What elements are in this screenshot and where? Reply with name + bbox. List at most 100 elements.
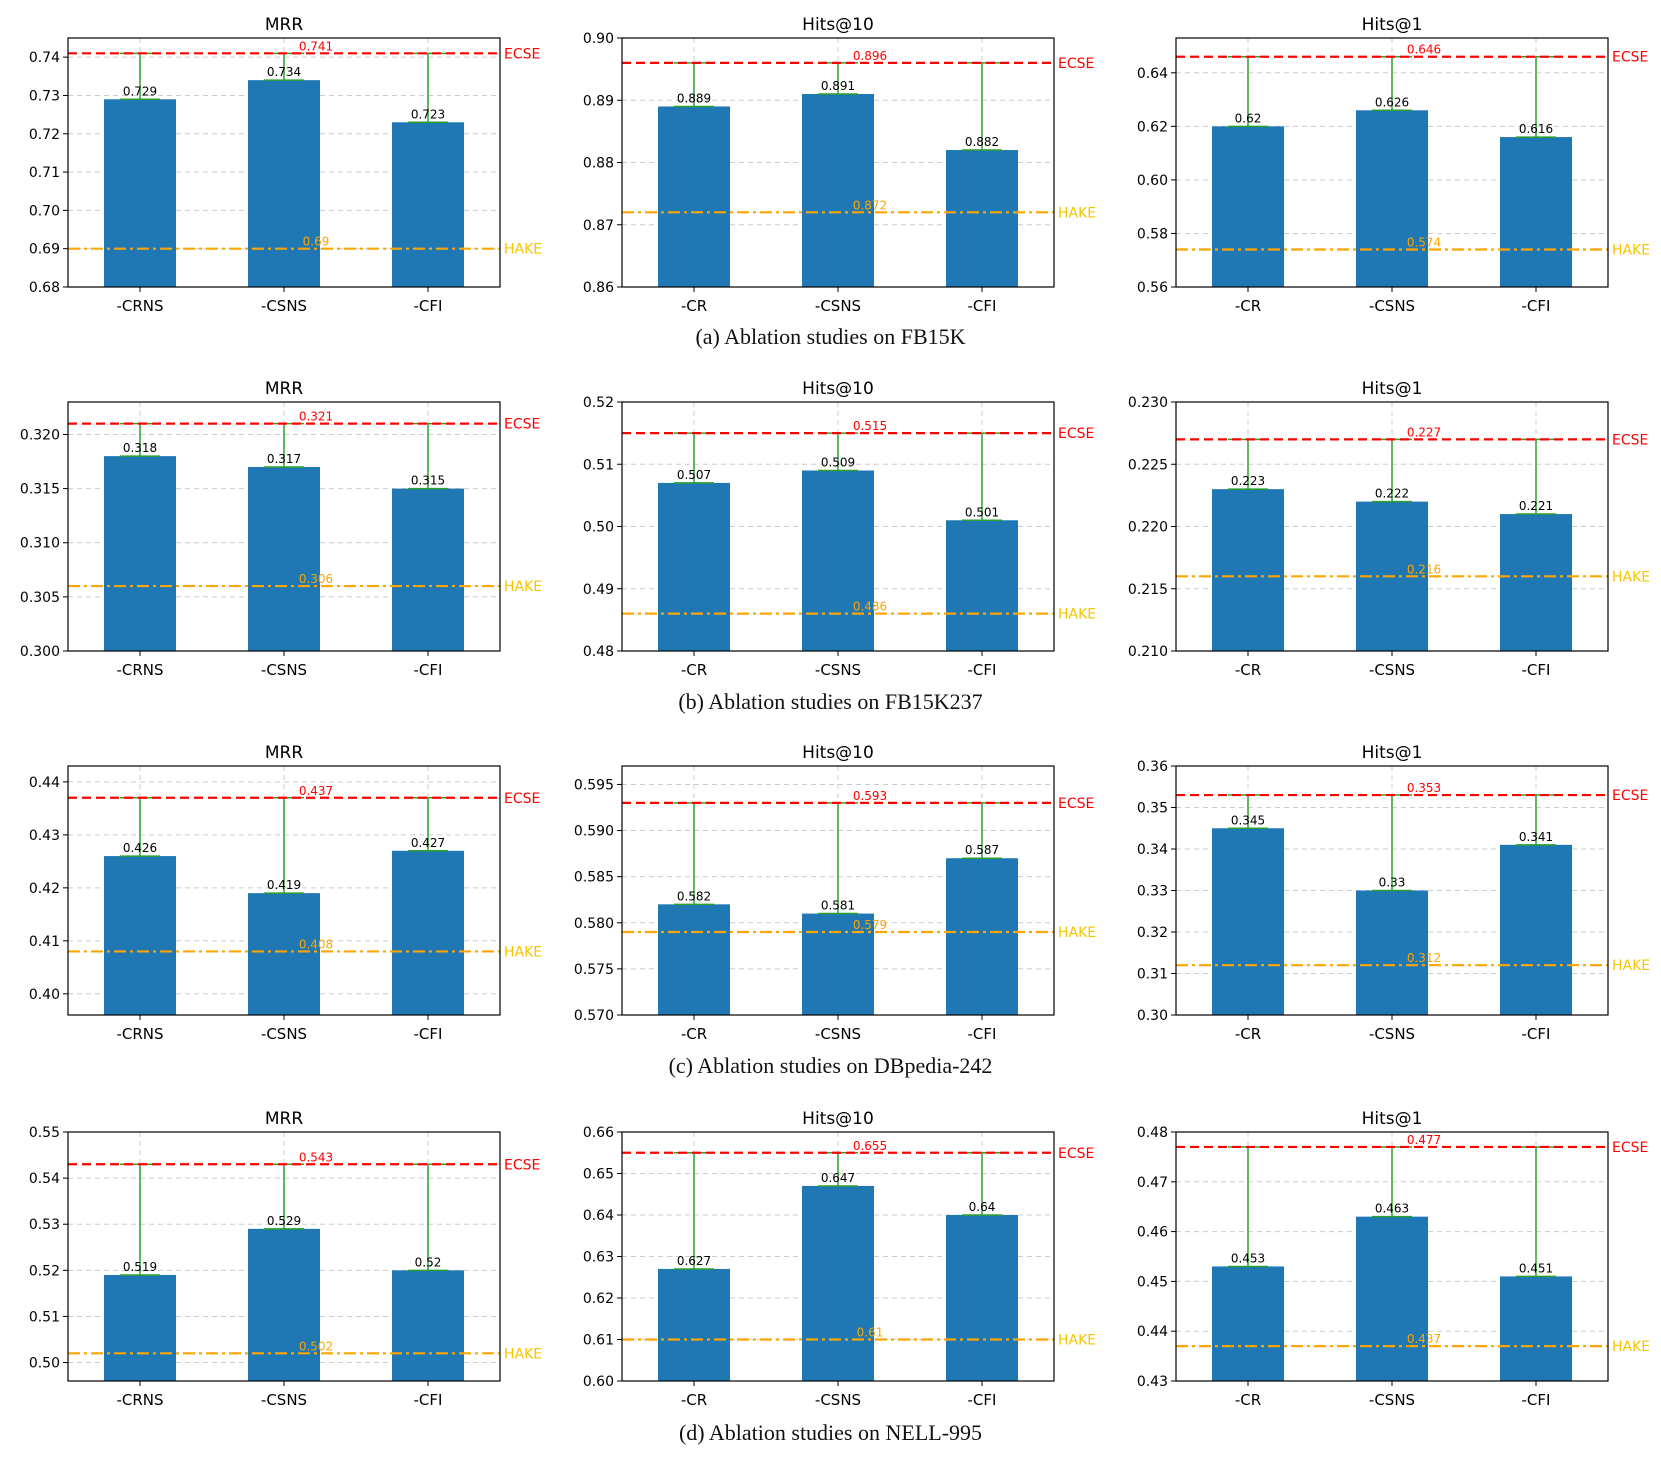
chart-8-y-tick-label: 0.575 — [574, 962, 614, 978]
chart-6-hake-value-label: 0.216 — [1407, 562, 1441, 576]
chart-1-bar-3 — [392, 122, 464, 288]
chart-4-bar-3 — [392, 488, 464, 651]
chart-5-title: Hits@10 — [802, 379, 874, 399]
chart-8-x-tick-label-1: -CR — [681, 1025, 707, 1043]
chart-11-y-tick-label: 0.61 — [583, 1333, 614, 1349]
caption-fb15k237: (b) Ablation studies on FB15K237 — [678, 689, 983, 714]
chart-5-bar-2 — [802, 470, 874, 651]
chart-2-bar-value-label-1: 0.889 — [677, 91, 711, 105]
chart-10-ecse-value-label: 0.543 — [299, 1150, 333, 1164]
chart-10-bar-2 — [248, 1228, 320, 1381]
chart-11-x-tick-label-3: -CFI — [968, 1391, 997, 1409]
chart-8-bar-value-label-2: 0.581 — [821, 899, 855, 913]
chart-3-bar-1 — [1212, 126, 1284, 288]
chart-3-ecse-value-label: 0.646 — [1407, 43, 1441, 57]
chart-7-y-tick-label: 0.44 — [29, 775, 60, 791]
chart-9-bar-value-label-1: 0.345 — [1231, 813, 1265, 827]
chart-1-y-tick-label: 0.72 — [29, 127, 60, 143]
caption-fb15k: (a) Ablation studies on FB15K — [695, 324, 966, 349]
chart-9-y-tick-label: 0.34 — [1137, 842, 1168, 858]
chart-9-x-tick-label-1: -CR — [1235, 1025, 1261, 1043]
chart-12-y-tick-label: 0.43 — [1137, 1374, 1168, 1390]
chart-11-bar-value-label-3: 0.64 — [969, 1200, 996, 1214]
chart-3-x-tick-label-3: -CFI — [1522, 297, 1551, 315]
chart-8-ecse-line-label: ECSE — [1058, 796, 1094, 812]
chart-8-hake-value-label: 0.579 — [853, 918, 887, 932]
chart-4-bar-value-label-3: 0.315 — [411, 474, 445, 488]
chart-10-y-tick-label: 0.51 — [29, 1309, 60, 1325]
chart-2-y-tick-label: 0.89 — [583, 93, 614, 109]
chart-7-bar-value-label-3: 0.427 — [411, 836, 445, 850]
chart-8-bar-3 — [946, 858, 1018, 1015]
chart-6-ecse-line-label: ECSE — [1612, 432, 1648, 448]
chart-12-y-tick-label: 0.48 — [1137, 1125, 1168, 1141]
chart-11-bar-value-label-2: 0.647 — [821, 1171, 855, 1185]
chart-8-y-tick-label: 0.585 — [574, 870, 614, 886]
chart-11-bar-2 — [802, 1185, 874, 1381]
chart-2-x-tick-label-1: -CR — [681, 297, 707, 315]
chart-4-x-tick-label-3: -CFI — [414, 661, 443, 679]
chart-11-bar-value-label-1: 0.627 — [677, 1254, 711, 1268]
chart-1-y-tick-label: 0.69 — [29, 242, 60, 258]
chart-5-hake-line-label: HAKE — [1058, 607, 1096, 623]
chart-5-y-tick-label: 0.50 — [583, 520, 614, 536]
chart-3-bar-2 — [1356, 110, 1428, 288]
chart-5-bar-1 — [658, 482, 730, 651]
chart-6-hake-line-label: HAKE — [1612, 569, 1650, 585]
chart-1-y-tick-label: 0.68 — [29, 280, 60, 296]
chart-10-plot-frame — [67, 1131, 501, 1382]
chart-4-hake-value-label: 0.306 — [299, 572, 333, 586]
chart-3-bar-value-label-1: 0.62 — [1235, 111, 1262, 125]
chart-5-x-tick-label-2: -CSNS — [815, 661, 861, 679]
chart-6-plot-frame — [1175, 401, 1609, 652]
chart-11-hake-line-label: HAKE — [1058, 1333, 1096, 1349]
chart-10-bar-1 — [104, 1274, 176, 1381]
chart-1-y-tick-label: 0.74 — [29, 50, 60, 66]
chart-2-ecse-value-label: 0.896 — [853, 49, 887, 63]
chart-5-ecse-value-label: 0.515 — [853, 419, 887, 433]
chart-2-hake-value-label: 0.872 — [853, 198, 887, 212]
chart-9-title: Hits@1 — [1362, 743, 1423, 763]
chart-12-hake-value-label: 0.437 — [1407, 1332, 1441, 1346]
chart-1-bar-value-label-3: 0.723 — [411, 107, 445, 121]
chart-7-bar-value-label-2: 0.419 — [267, 878, 301, 892]
chart-12-title: Hits@1 — [1362, 1109, 1423, 1129]
chart-8-y-tick-label: 0.595 — [574, 777, 614, 793]
chart-12-bar-value-label-3: 0.451 — [1519, 1261, 1553, 1275]
chart-2-x-tick-label-2: -CSNS — [815, 297, 861, 315]
chart-6-y-tick-label: 0.215 — [1128, 582, 1168, 598]
chart-9-y-tick-label: 0.36 — [1137, 759, 1168, 775]
chart-6-bar-value-label-3: 0.221 — [1519, 499, 1553, 513]
chart-11-bar-3 — [946, 1215, 1018, 1381]
chart-2-y-tick-label: 0.87 — [583, 218, 614, 234]
chart-2-hake-line-label: HAKE — [1058, 205, 1096, 221]
chart-10-bar-value-label-2: 0.529 — [267, 1214, 301, 1228]
chart-12-y-tick-label: 0.44 — [1137, 1324, 1168, 1340]
chart-9-bar-3 — [1500, 844, 1572, 1015]
chart-8-ecse-value-label: 0.593 — [853, 789, 887, 803]
chart-5-hake-value-label: 0.486 — [853, 600, 887, 614]
chart-7-bar-1 — [104, 856, 176, 1015]
chart-10-y-tick-label: 0.52 — [29, 1263, 60, 1279]
chart-6-ecse-value-label: 0.227 — [1407, 425, 1441, 439]
chart-6-bar-value-label-2: 0.222 — [1375, 487, 1409, 501]
chart-8-x-tick-label-3: -CFI — [968, 1025, 997, 1043]
chart-9-bar-1 — [1212, 828, 1284, 1015]
chart-4-ecse-value-label: 0.321 — [299, 410, 333, 424]
chart-12-bar-value-label-1: 0.453 — [1231, 1251, 1265, 1265]
chart-9-plot-frame — [1175, 765, 1609, 1016]
chart-11-y-tick-label: 0.66 — [583, 1125, 614, 1141]
chart-3-plot-frame — [1175, 37, 1609, 288]
chart-2-title: Hits@10 — [802, 15, 874, 35]
chart-8-y-tick-label: 0.570 — [574, 1008, 614, 1024]
chart-1-plot-frame — [67, 37, 501, 288]
chart-8-bar-2 — [802, 913, 874, 1015]
chart-4-y-tick-label: 0.320 — [20, 427, 60, 443]
chart-8-bar-1 — [658, 904, 730, 1015]
chart-12-ecse-value-label: 0.477 — [1407, 1133, 1441, 1147]
chart-6-y-tick-label: 0.230 — [1128, 395, 1168, 411]
chart-6-y-tick-label: 0.210 — [1128, 644, 1168, 660]
chart-1-y-tick-label: 0.71 — [29, 165, 60, 181]
chart-7-ecse-line-label: ECSE — [504, 791, 540, 807]
chart-9-x-tick-label-3: -CFI — [1522, 1025, 1551, 1043]
